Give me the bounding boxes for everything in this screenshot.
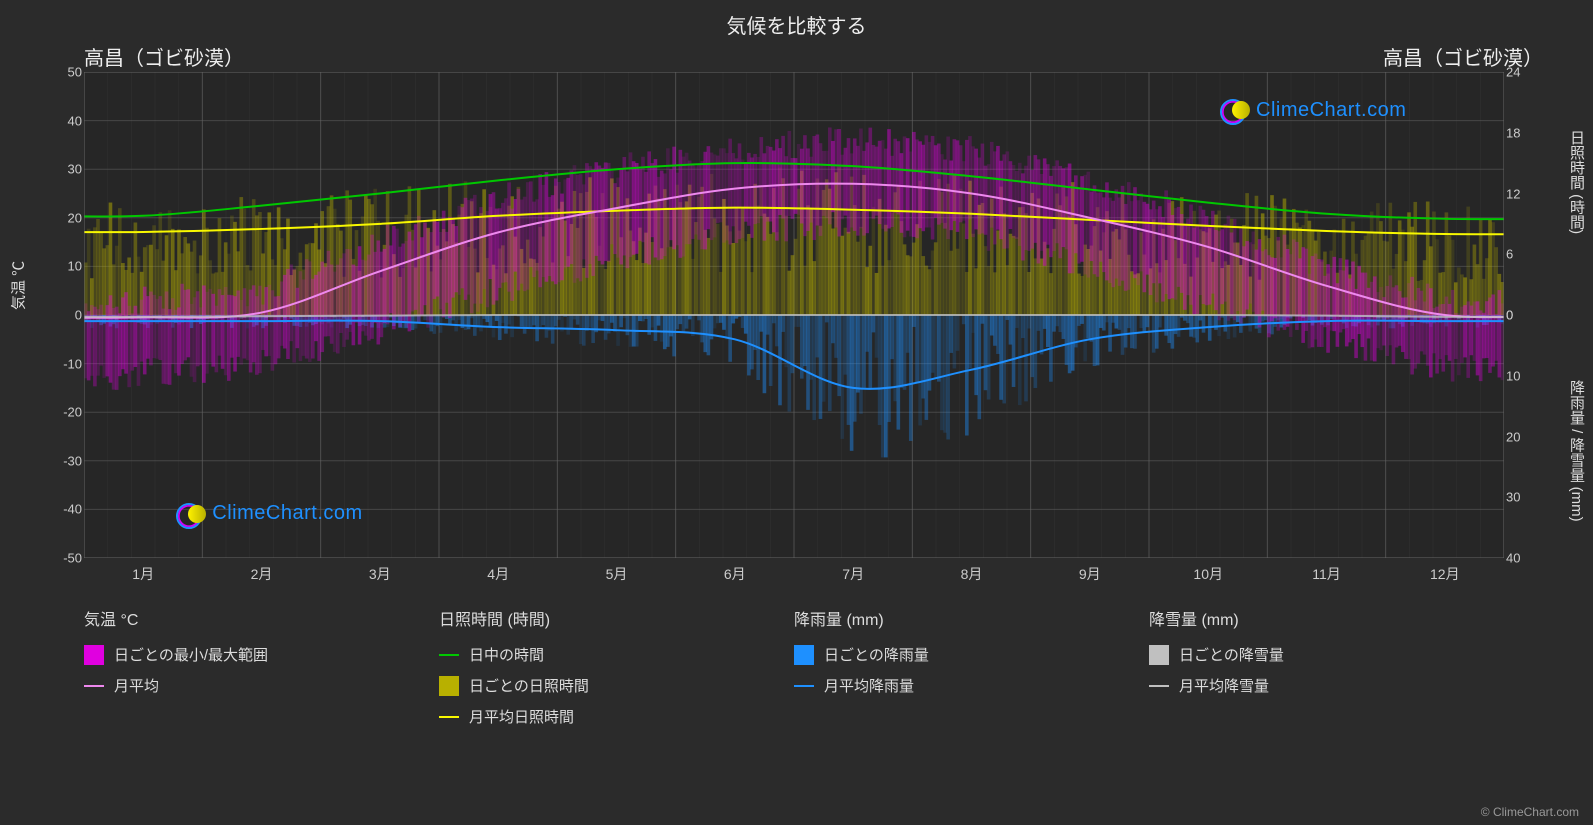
y-tick-precip: 0 — [1506, 308, 1513, 323]
chart-plot-area: 50403020100-10-20-30-40-50 24181260 0102… — [84, 72, 1504, 558]
x-tick-month: 2月 — [251, 564, 273, 584]
y-tick-temp: -20 — [63, 405, 82, 420]
legend-daytime-label: 日中の時間 — [469, 644, 544, 665]
y-axis-right2-title: 降雨量 / 降雪量 (mm) — [1566, 380, 1587, 522]
x-tick-month: 1月 — [132, 564, 154, 584]
legend-temp-range: 日ごとの最小/最大範囲 — [84, 644, 439, 665]
legend-snow-avg-label: 月平均降雪量 — [1179, 675, 1269, 696]
legend-snow-daily: 日ごとの降雪量 — [1149, 644, 1504, 665]
y-tick-temp: -40 — [63, 502, 82, 517]
swatch-sun-daily — [439, 676, 459, 696]
y-tick-temp: 50 — [68, 65, 82, 80]
legend-rain-avg: 月平均降雨量 — [794, 675, 1149, 696]
watermark: ClimeChart.com — [1220, 96, 1406, 124]
y-axis-left-title: 気温 ℃ — [8, 261, 29, 310]
watermark: ClimeChart.com — [176, 500, 362, 528]
x-tick-month: 10月 — [1193, 564, 1223, 584]
swatch-temp-range — [84, 645, 104, 665]
watermark-text: ClimeChart.com — [212, 502, 362, 525]
legend-snow-daily-label: 日ごとの降雪量 — [1179, 644, 1284, 665]
watermark-text: ClimeChart.com — [1256, 99, 1406, 122]
y-axis-right1-title: 日照時間 (時間) — [1566, 130, 1587, 234]
legend-daily-sun: 日ごとの日照時間 — [439, 675, 794, 696]
swatch-temp-avg — [84, 685, 104, 687]
legend-col-temp: 気温 °C 日ごとの最小/最大範囲 月平均 — [84, 606, 439, 737]
x-tick-month: 11月 — [1312, 564, 1341, 584]
legend-avg-sun-label: 月平均日照時間 — [469, 706, 574, 727]
legend-col-daylight: 日照時間 (時間) 日中の時間 日ごとの日照時間 月平均日照時間 — [439, 606, 794, 737]
location-left-label: 高昌（ゴビ砂漠） — [84, 42, 244, 71]
y-tick-precip: 20 — [1506, 429, 1520, 444]
x-tick-month: 8月 — [961, 564, 983, 584]
x-tick-month: 6月 — [724, 564, 746, 584]
legend-head-rain: 降雨量 (mm) — [794, 606, 1149, 630]
y-tick-temp: 30 — [68, 162, 82, 177]
legend-rain-daily-label: 日ごとの降雨量 — [824, 644, 929, 665]
watermark-logo-icon — [176, 500, 204, 528]
y-tick-temp: -10 — [63, 356, 82, 371]
x-tick-month: 9月 — [1079, 564, 1101, 584]
y-tick-precip: 40 — [1506, 551, 1520, 566]
page-title: 気候を比較する — [0, 10, 1593, 39]
swatch-sun-avg-line — [439, 716, 459, 718]
legend-head-daylight: 日照時間 (時間) — [439, 606, 794, 630]
x-axis-month-labels: 1月 2月 3月 4月 5月 6月 7月 8月 9月 10月 11月 12月 — [84, 564, 1504, 588]
y-tick-precip: 10 — [1506, 368, 1520, 383]
swatch-rain-daily — [794, 645, 814, 665]
legend-daytime: 日中の時間 — [439, 644, 794, 665]
y-tick-temp: 20 — [68, 210, 82, 225]
legend-temp-range-label: 日ごとの最小/最大範囲 — [114, 644, 268, 665]
legend-temp-avg-label: 月平均 — [114, 675, 159, 696]
legend-temp-avg: 月平均 — [84, 675, 439, 696]
legend: 気温 °C 日ごとの最小/最大範囲 月平均 日照時間 (時間) 日中の時間 日ご… — [84, 606, 1504, 737]
x-tick-month: 3月 — [369, 564, 391, 584]
legend-col-snow: 降雪量 (mm) 日ごとの降雪量 月平均降雪量 — [1149, 606, 1504, 737]
x-tick-month: 4月 — [487, 564, 509, 584]
x-tick-month: 7月 — [842, 564, 864, 584]
swatch-snow-daily — [1149, 645, 1169, 665]
copyright: © ClimeChart.com — [1481, 805, 1579, 819]
swatch-snow-avg-line — [1149, 685, 1169, 687]
swatch-rain-avg-line — [794, 685, 814, 687]
legend-rain-daily: 日ごとの降雨量 — [794, 644, 1149, 665]
legend-daily-sun-label: 日ごとの日照時間 — [469, 675, 589, 696]
legend-col-rain: 降雨量 (mm) 日ごとの降雨量 月平均降雨量 — [794, 606, 1149, 737]
legend-head-temp: 気温 °C — [84, 606, 439, 630]
y-tick-temp: -50 — [63, 551, 82, 566]
legend-rain-avg-label: 月平均降雨量 — [824, 675, 914, 696]
x-tick-month: 12月 — [1430, 564, 1460, 584]
legend-snow-avg: 月平均降雪量 — [1149, 675, 1504, 696]
y-tick-temp: -30 — [63, 453, 82, 468]
y-tick-temp: 40 — [68, 113, 82, 128]
legend-head-snow: 降雪量 (mm) — [1149, 606, 1504, 630]
x-tick-month: 5月 — [606, 564, 628, 584]
legend-avg-sun: 月平均日照時間 — [439, 706, 794, 727]
y-tick-precip: 30 — [1506, 490, 1520, 505]
y-tick-temp: 10 — [68, 259, 82, 274]
y-tick-temp: 0 — [75, 308, 82, 323]
swatch-daylight-line — [439, 654, 459, 656]
watermark-logo-icon — [1220, 96, 1248, 124]
